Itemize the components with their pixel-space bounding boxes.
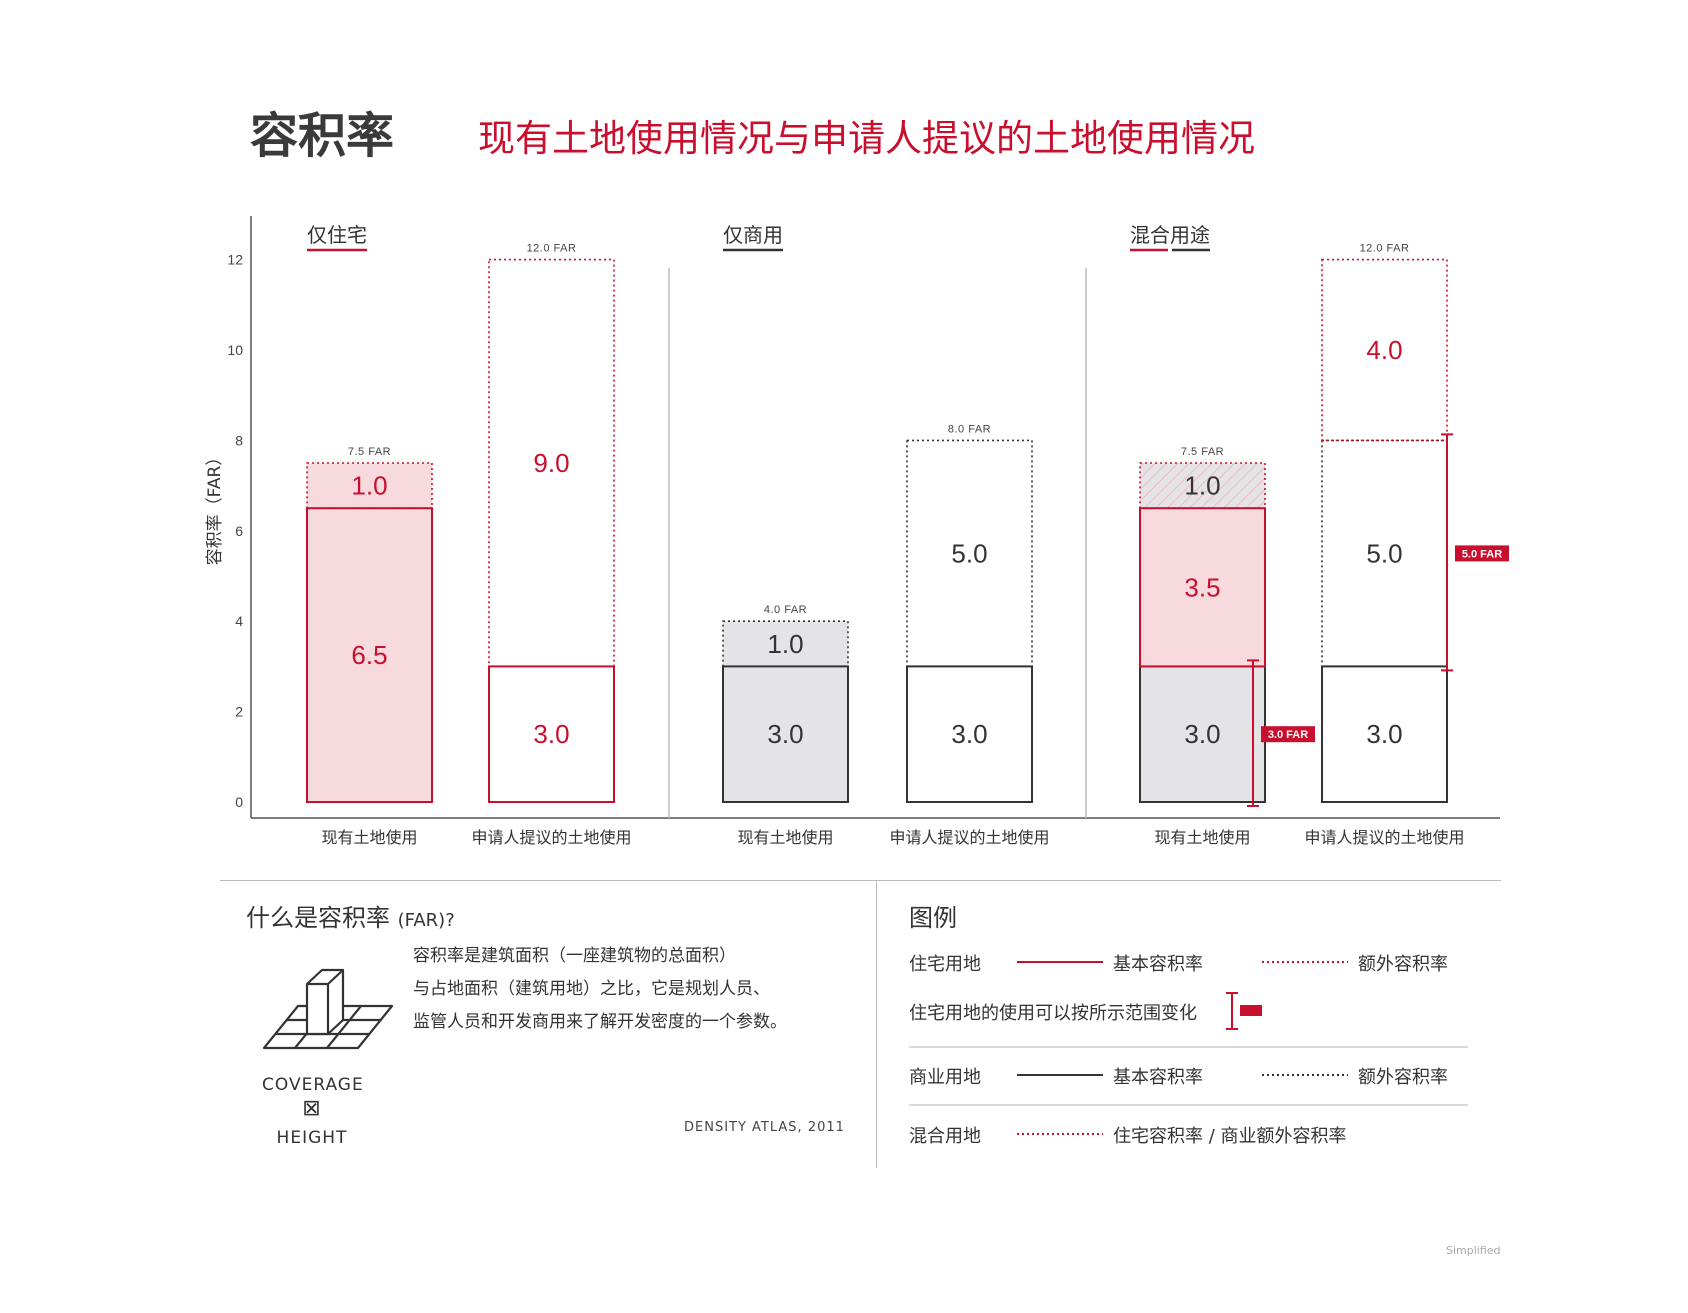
y-tick-label: 10: [227, 342, 243, 358]
group-title: 仅住宅: [307, 223, 367, 247]
bar-segment: [906, 665, 1033, 804]
legend-range-label: 住宅用地的使用可以按所示范围变化: [909, 1003, 1197, 1024]
x-category-label: 现有土地使用: [1154, 828, 1250, 847]
page-subtitle: 现有土地使用情况与申请人提议的土地使用情况: [478, 117, 1255, 160]
bar-segment: [488, 665, 615, 804]
legend-swatches: [909, 961, 1468, 1135]
bar-segment: [306, 507, 433, 803]
range-tag: [1455, 545, 1509, 562]
x-category-label: 申请人提议的土地使用: [889, 828, 1049, 847]
explainer-line: 与占地面积（建筑用地）之比，它是规划人员、: [413, 979, 770, 999]
explainer-title-text: 什么是容积率: [246, 904, 390, 932]
bar-segment: [1139, 507, 1266, 668]
x-category-label: 申请人提议的土地使用: [1304, 828, 1464, 847]
source-credit: DENSITY ATLAS, 2011: [684, 1120, 845, 1135]
section-divider-vertical: [876, 880, 877, 1168]
explainer-line: 容积率是建筑面积（一座建筑物的总面积）: [413, 946, 736, 966]
bar-segment: [306, 462, 433, 510]
legend-title: 图例: [909, 904, 957, 932]
segment-value-label: 3.0: [533, 719, 569, 749]
explainer-text: 容积率是建筑面积（一座建筑物的总面积） 与占地面积（建筑用地）之比，它是规划人员…: [413, 940, 873, 1039]
explainer-title: 什么是容积率 (FAR)?: [246, 898, 455, 933]
y-tick-label: 0: [235, 794, 243, 810]
legend-commercial-label: 商业用地: [909, 1067, 981, 1088]
footnote: Simplified: [1446, 1244, 1501, 1257]
range-tag-label: 5.0 FAR: [1462, 548, 1502, 560]
section-divider: [220, 880, 1501, 881]
explainer-line: 监管人员和开发商用来了解开发密度的一个参数。: [413, 1012, 787, 1032]
bar-segment: [722, 620, 849, 668]
segment-value-label: 3.0: [767, 719, 803, 749]
range-tag: [1261, 726, 1315, 743]
segment-value-label: 1.0: [351, 471, 387, 501]
coverage-label: COVERAGE: [262, 1075, 364, 1095]
y-tick-label: 8: [235, 432, 243, 448]
bar-segment: [488, 258, 615, 668]
coverage-height-icon: [262, 968, 394, 1050]
legend-residential-base: 基本容积率: [1113, 954, 1203, 975]
range-tag-label: 3.0 FAR: [1268, 729, 1308, 741]
segment-value-label: 3.0: [951, 719, 987, 749]
legend-residential-label: 住宅用地: [909, 954, 981, 975]
segment-value-label: 1.0: [767, 629, 803, 659]
segment-value-label: 5.0: [951, 538, 987, 568]
x-category-label: 现有土地使用: [321, 828, 417, 847]
x-category-label: 申请人提议的土地使用: [471, 828, 631, 847]
legend-commercial-bonus: 额外容积率: [1358, 1067, 1448, 1088]
legend-commercial-base: 基本容积率: [1113, 1067, 1203, 1088]
bar-total-label: 8.0 FAR: [948, 423, 991, 435]
group-title: 仅商用: [723, 223, 783, 247]
segment-value-label: 5.0: [1366, 538, 1402, 568]
bar-total-label: 12.0 FAR: [1360, 243, 1410, 255]
legend-mixed-label: 混合用地: [909, 1126, 981, 1147]
bar-total-label: 7.5 FAR: [1181, 446, 1224, 458]
bar-segment: [1139, 462, 1266, 510]
segment-value-label: 3.5: [1184, 572, 1220, 602]
y-axis-title: 容积率（FAR）: [205, 449, 225, 566]
segment-value-label: 9.0: [533, 448, 569, 478]
bar-total-label: 4.0 FAR: [764, 604, 807, 616]
segment-value-label: 6.5: [351, 640, 387, 670]
segment-value-label: 3.0: [1366, 719, 1402, 749]
bar-segment: [722, 665, 849, 804]
y-tick-label: 6: [235, 523, 243, 539]
far-chart: 0 2 4 6 8 10 12 容积率（FAR） 仅住宅 6.5 1.0 7.5 FAR 现有土地使用…: [205, 216, 1509, 847]
y-tick-label: 4: [235, 613, 243, 629]
group-title: 混合用途: [1130, 223, 1210, 247]
bar-total-label: 12.0 FAR: [527, 243, 577, 255]
range-bracket: [1247, 659, 1259, 807]
range-bracket: [1441, 433, 1453, 672]
bar-segment: [1321, 258, 1448, 442]
legend-mixed-desc: 住宅容积率 / 商业额外容积率: [1113, 1126, 1347, 1147]
segment-value-label: 3.0: [1184, 719, 1220, 749]
bar-total-label: 7.5 FAR: [348, 446, 391, 458]
y-tick-label: 12: [227, 252, 243, 268]
explainer-title-suffix: (FAR)?: [397, 910, 455, 931]
height-label: HEIGHT: [276, 1128, 348, 1148]
y-tick-label: 2: [235, 704, 243, 720]
legend-range-icon: [1226, 992, 1262, 1030]
segment-value-label: 1.0: [1184, 471, 1220, 501]
legend-residential-bonus: 额外容积率: [1358, 954, 1448, 975]
x-category-label: 现有土地使用: [737, 828, 833, 847]
bar-segment: [1139, 665, 1266, 804]
bar-segment: [1321, 665, 1448, 804]
multiply-icon: ⊠: [302, 1096, 322, 1121]
segment-value-label: 4.0: [1366, 335, 1402, 365]
page-title: 容积率: [250, 108, 395, 164]
